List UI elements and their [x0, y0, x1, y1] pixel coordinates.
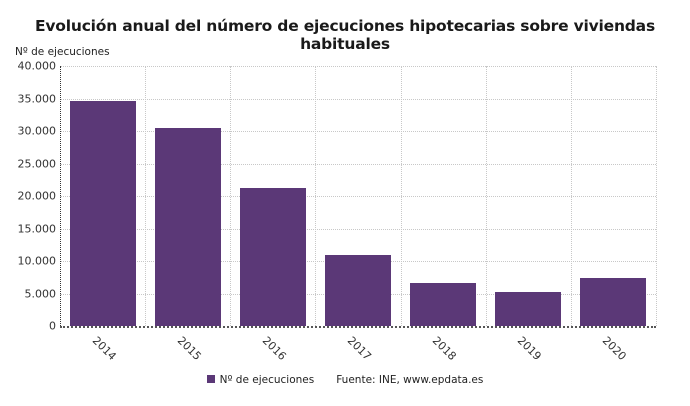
legend-swatch	[206, 375, 215, 383]
x-tick-label: 2019	[515, 334, 545, 363]
x-tick-label: 2017	[344, 334, 374, 363]
gridline-vertical	[145, 66, 147, 326]
gridline-horizontal	[60, 98, 656, 100]
x-tick-label: 2014	[89, 334, 119, 363]
gridline-vertical	[485, 66, 487, 326]
x-tick-label: 2016	[259, 334, 289, 363]
gridline-vertical	[315, 66, 317, 326]
gridline-vertical	[230, 66, 232, 326]
x-tick-label: 2018	[429, 334, 459, 363]
bar-2015	[154, 128, 221, 326]
gridline-horizontal	[60, 196, 656, 197]
gridline-horizontal	[60, 66, 656, 67]
legend-label: Nº de ejecuciones	[219, 374, 315, 386]
y-axis-label: Nº de ejecuciones	[15, 46, 110, 58]
x-axis-line	[60, 326, 656, 328]
x-tick-label: 2015	[174, 334, 204, 363]
bar-2017	[325, 255, 391, 326]
bar-2018	[410, 282, 477, 326]
y-axis-line	[60, 66, 61, 326]
gridline-horizontal	[60, 163, 656, 165]
y-tick-label: 35.000	[17, 92, 57, 105]
y-tick-label: 5.000	[24, 287, 57, 300]
y-tick-label: 0	[49, 319, 56, 333]
gridline-horizontal	[60, 228, 656, 230]
bar-2019	[495, 292, 562, 326]
y-tick-label: 20.000	[17, 189, 57, 203]
chart-title: Evolución anual del número de ejecucione…	[35, 17, 655, 53]
legend: Nº de ejecuciones Fuente: INE, www.epdata…	[0, 374, 690, 386]
source-note: Fuente: INE, www.epdata.es	[336, 374, 484, 386]
gridline-vertical	[400, 66, 402, 326]
y-tick-label: 40.000	[17, 59, 57, 73]
gridline-horizontal	[60, 131, 656, 132]
bar-2020	[580, 278, 647, 326]
gridline-vertical	[570, 66, 572, 326]
gridline-vertical	[656, 66, 657, 326]
bar-2014	[69, 100, 136, 326]
y-tick-label: 25.000	[17, 157, 57, 170]
x-tick-label: 2020	[600, 334, 630, 363]
y-tick-label: 15.000	[17, 222, 57, 235]
y-tick-label: 30.000	[17, 124, 57, 138]
y-tick-label: 10.000	[17, 254, 57, 268]
bar-2016	[239, 188, 306, 326]
